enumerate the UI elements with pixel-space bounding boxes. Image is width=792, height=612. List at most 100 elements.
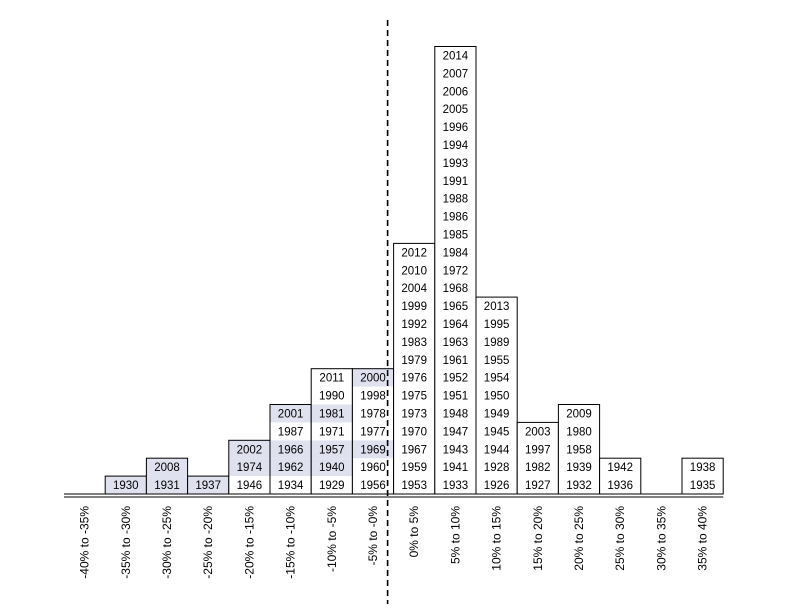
year-cell-bg: [517, 458, 559, 477]
year-label: 1975: [401, 391, 427, 403]
year-cell-bg: [599, 476, 641, 494]
year-label: 2005: [443, 104, 469, 116]
year-label: 1931: [154, 480, 180, 492]
year-cell-bg: [393, 243, 435, 262]
year-cell-bg: [311, 422, 353, 441]
year-cell-bg: [517, 476, 559, 494]
year-label: 1953: [401, 480, 427, 492]
year-label: 1984: [443, 247, 469, 259]
x-tick-label: 10% to 15%: [490, 506, 504, 571]
year-cell-bg: [434, 243, 476, 262]
year-label: 1999: [401, 301, 427, 313]
year-label: 1941: [443, 462, 469, 474]
year-label: 1943: [443, 444, 469, 456]
year-label: 1983: [401, 337, 427, 349]
year-label: 1933: [443, 480, 469, 492]
year-label: 1945: [484, 426, 510, 438]
year-cell-bg: [270, 440, 312, 459]
year-label: 2010: [401, 265, 427, 277]
year-cell-bg: [393, 315, 435, 333]
year-cell-bg: [558, 440, 600, 459]
year-cell-bg: [352, 476, 394, 494]
year-cell-bg: [270, 422, 312, 441]
year-label: 1966: [278, 444, 304, 456]
x-tick-label: -35% to -30%: [119, 506, 133, 579]
year-cell-bg: [146, 458, 188, 477]
year-cell-bg: [434, 279, 476, 298]
year-cell-bg: [682, 476, 724, 494]
year-cell-bg: [434, 225, 476, 244]
year-label: 1972: [443, 265, 469, 277]
year-cell-bg: [434, 297, 476, 315]
year-label: 1977: [360, 426, 386, 438]
x-tick-labels: -40% to -35% -35% to -30% -30% to -25% -25%…: [78, 506, 710, 579]
year-cell-bg: [476, 297, 518, 315]
year-label: 1994: [443, 140, 469, 152]
x-tick-label: 5% to 10%: [448, 506, 462, 564]
year-label: 1938: [690, 462, 716, 474]
year-label: 1956: [360, 480, 386, 492]
year-cell-bg: [434, 332, 476, 351]
year-cell-bg: [270, 476, 312, 494]
year-cell-bg: [270, 458, 312, 477]
year-label: 1990: [319, 391, 345, 403]
year-cell-bg: [434, 189, 476, 208]
year-cell-bg: [558, 458, 600, 477]
year-label: 1963: [443, 337, 469, 349]
year-cell-bg: [434, 386, 476, 405]
year-label: 1929: [319, 480, 345, 492]
year-label: 1964: [443, 319, 469, 331]
year-cell-bg: [311, 440, 353, 459]
year-label: 1948: [443, 408, 469, 420]
year-cell-bg: [393, 368, 435, 387]
year-label: 1998: [360, 391, 386, 403]
year-label: 1939: [566, 462, 592, 474]
year-cell-bg: [476, 386, 518, 405]
x-tick-label: -15% to -10%: [284, 506, 298, 579]
year-cell-bg: [434, 404, 476, 423]
x-tick-label: 15% to 20%: [531, 506, 545, 571]
year-cell-bg: [228, 476, 270, 494]
year-cell-bg: [476, 315, 518, 333]
year-cell-bg: [393, 458, 435, 477]
year-cell-bg: [270, 404, 312, 423]
year-label: 2012: [401, 247, 427, 259]
year-cells: 1930 1931 2008 1937 1946 1974 2002 1934 1962 1966…: [104, 46, 724, 495]
year-cell-bg: [352, 458, 394, 477]
year-label: 1981: [319, 408, 345, 420]
year-cell-bg: [434, 422, 476, 441]
year-label: 1946: [237, 480, 263, 492]
year-label: 1991: [443, 176, 469, 188]
year-cell-bg: [434, 82, 476, 101]
year-label: 1978: [360, 408, 386, 420]
year-label: 2014: [443, 50, 469, 62]
year-cell-bg: [393, 261, 435, 280]
year-label: 1969: [360, 444, 386, 456]
year-cell-bg: [517, 440, 559, 459]
year-cell-bg: [311, 458, 353, 477]
year-label: 1973: [401, 408, 427, 420]
year-cell-bg: [434, 46, 476, 65]
year-label: 1995: [484, 319, 510, 331]
x-tick-label: 0% to 5%: [407, 506, 421, 558]
year-cell-bg: [476, 350, 518, 369]
year-cell-bg: [434, 153, 476, 172]
year-label: 2000: [360, 373, 386, 385]
x-tick-label: -30% to -25%: [160, 506, 174, 579]
x-tick-label: 35% to 40%: [696, 506, 710, 571]
year-label: 1985: [443, 229, 469, 241]
year-cell-bg: [517, 422, 559, 441]
year-label: 1962: [278, 462, 304, 474]
year-cell-bg: [476, 368, 518, 387]
year-cell-bg: [393, 404, 435, 423]
year-cell-bg: [393, 476, 435, 494]
x-tick-label: -20% to -15%: [242, 506, 256, 579]
x-tick-label: -5% to -0%: [366, 506, 380, 566]
year-cell-bg: [352, 386, 394, 405]
year-label: 1982: [525, 462, 551, 474]
year-label: 1996: [443, 122, 469, 134]
year-cell-bg: [187, 476, 229, 494]
year-label: 1934: [278, 480, 304, 492]
year-cell-bg: [434, 118, 476, 136]
